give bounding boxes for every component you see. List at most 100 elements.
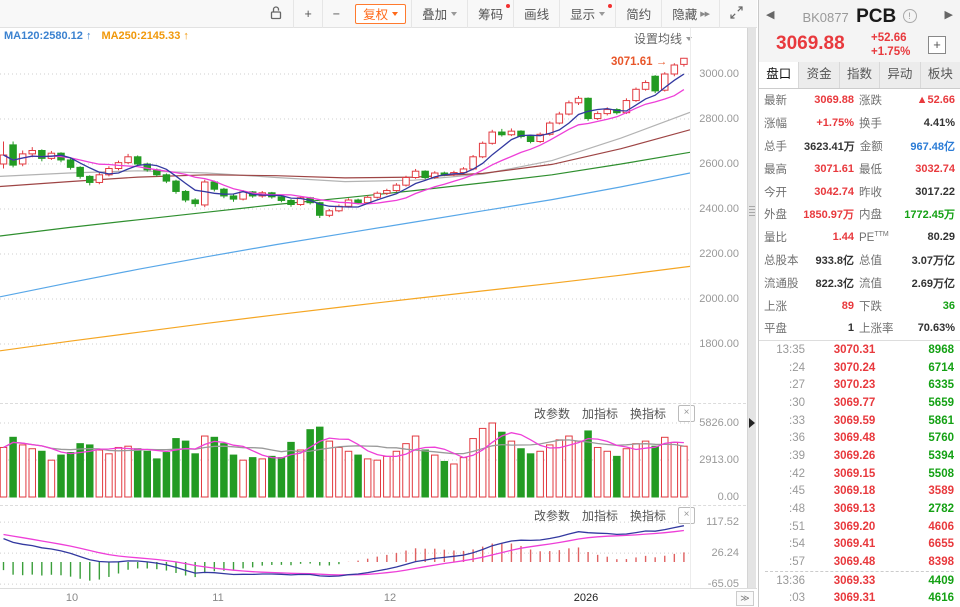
stat-value: ▲52.66 [916, 94, 955, 107]
toolbar-overlay-button[interactable]: 叠加 [411, 0, 467, 28]
tick-price: 3069.26 [833, 449, 876, 462]
candlestick-chart[interactable] [0, 28, 690, 403]
tab-盘口[interactable]: 盘口 [759, 62, 800, 88]
tick-time: :03 [789, 592, 805, 605]
stat-value: +1.75% [816, 117, 854, 130]
tick-volume: 6714 [928, 361, 954, 374]
collapse-arrow-icon[interactable] [749, 418, 755, 428]
tick-volume: 5861 [928, 414, 954, 427]
tick-time: :39 [789, 449, 805, 462]
tick-volume: 8968 [928, 343, 954, 356]
stat-label: 金额 [859, 140, 883, 153]
stat-label: 昨收 [859, 186, 882, 199]
tick-row: 13:35 3070.31 8968 [765, 341, 954, 359]
stat-row: 流通股 822.3亿 流值 2.69万亿 [764, 271, 955, 294]
scrollbar-grip[interactable] [749, 206, 755, 217]
tick-time: :30 [789, 396, 805, 409]
info-icon[interactable]: ! [902, 9, 917, 23]
volume-menu-item[interactable]: 换指标 [629, 407, 666, 421]
toolbar-label: 画线 [524, 8, 550, 22]
prev-stock-button[interactable]: ◀ [766, 9, 775, 21]
tick-volume: 4409 [928, 574, 954, 587]
panel-divider[interactable] [0, 403, 746, 404]
tick-price: 3070.31 [833, 343, 876, 356]
toolbar-fullscreen-button[interactable] [719, 0, 753, 28]
stat-row: 最新 3069.88 涨跌 ▲52.66 [764, 89, 955, 112]
more-data-button[interactable]: ≫ [736, 591, 754, 606]
price-axis-label: 2600.00 [699, 158, 739, 170]
tick-row: :24 3070.24 6714 [765, 359, 954, 377]
tick-list: 13:35 3070.31 8968:24 3070.24 6714:27 3070.23… [759, 341, 960, 607]
chart-scrollbar[interactable] [747, 28, 756, 588]
macd-menu-item[interactable]: 加指标 [581, 509, 618, 523]
tab-板块[interactable]: 板块 [927, 67, 953, 81]
tick-volume: 3589 [928, 485, 954, 498]
stat-value: 933.8亿 [815, 254, 854, 267]
tick-price: 3069.31 [833, 592, 876, 605]
tick-row: :30 3069.77 5659 [765, 394, 954, 412]
stat-label: 最低 [859, 163, 882, 176]
toolbar-zoom-out-button[interactable]: − [321, 0, 350, 28]
price-axis-label: 1800.00 [699, 338, 739, 350]
tab-指数[interactable]: 指数 [840, 62, 881, 88]
stat-value: 1772.45万 [904, 209, 955, 222]
toolbar-drawline-button[interactable]: 画线 [513, 0, 559, 28]
tick-time: 13:36 [776, 574, 805, 587]
stat-row: 平盘 1 上涨率 70.63% [764, 317, 955, 340]
last-high-callout: 3071.61 → [611, 56, 668, 68]
tick-row: 13:36 3069.33 4409 [765, 570, 954, 590]
tick-price: 3069.77 [833, 396, 876, 409]
stat-label: 涨幅 [764, 118, 787, 131]
toolbar-label: 叠加 [422, 8, 448, 22]
ma-settings-menu[interactable]: 设置均线 [634, 30, 693, 47]
panel-divider[interactable] [0, 505, 746, 506]
volume-panel-menu: 改参数 加指标 换指标 × [534, 405, 695, 422]
tick-time: :42 [789, 467, 805, 480]
tab-异动[interactable]: 异动 [880, 62, 921, 88]
tick-price: 3069.41 [833, 538, 876, 551]
stat-label: 涨跌 [859, 95, 882, 108]
stat-label: 总值 [859, 254, 882, 267]
macd-menu-item[interactable]: 改参数 [533, 509, 570, 523]
ma120-blue [0, 172, 690, 298]
toolbar-adjust-button[interactable]: 复权 [355, 3, 407, 24]
change-percent: +1.75% [871, 46, 911, 58]
stat-row: 量比 1.44 PETTM 80.29 [764, 226, 955, 249]
toolbar-simple-button[interactable]: 简约 [615, 0, 661, 28]
tab-资金[interactable]: 资金 [799, 62, 840, 88]
stat-row: 外盘 1850.97万 内盘 1772.45万 [764, 203, 955, 226]
volume-menu-item[interactable]: 改参数 [533, 407, 570, 421]
ma-settings-label: 设置均线 [634, 32, 683, 46]
time-axis-label: 11 [212, 592, 224, 604]
toolbar-chips-button[interactable]: 筹码 [467, 0, 513, 28]
price-axis-label: 2200.00 [699, 248, 739, 260]
chevron-down-icon [599, 11, 606, 16]
toolbar-hide-button[interactable]: 隐藏 ▶▶ [661, 0, 719, 28]
change-value: +52.66 [871, 32, 907, 44]
stat-row: 今开 3042.74 昨收 3017.22 [764, 180, 955, 203]
volume-menu-item[interactable]: 加指标 [581, 407, 618, 421]
stat-label: 上涨 [764, 300, 787, 313]
toolbar-zoom-in-button[interactable]: + [293, 0, 321, 28]
toolbar-lock-button[interactable] [259, 0, 293, 28]
chart-toolbar: + − 复权 叠加 筹码 画线 显示 简约 隐藏 ▶▶ [0, 0, 757, 28]
volume-chart[interactable] [0, 403, 690, 503]
stat-value: 3017.22 [915, 185, 955, 198]
add-to-watchlist-button[interactable]: + [928, 36, 946, 54]
tick-row: :54 3069.41 6655 [765, 536, 954, 554]
tick-time: 13:35 [776, 343, 805, 356]
chevron-down-icon [451, 11, 458, 16]
macd-chart[interactable] [0, 505, 690, 588]
tick-time: :54 [789, 538, 805, 551]
chevron-down-icon [392, 11, 399, 16]
toolbar-label: 隐藏 [672, 8, 698, 22]
macd-menu-item[interactable]: 换指标 [629, 509, 666, 523]
notification-dot [608, 3, 613, 8]
next-stock-button[interactable]: ▶ [944, 9, 953, 21]
tick-row: :42 3069.15 5508 [765, 465, 954, 483]
stat-value: 3032.74 [915, 162, 955, 175]
stock-code: BK0877 [802, 10, 849, 25]
quote-tabs: 盘口 资金 指数 异动 板块 [759, 62, 960, 89]
toolbar-display-button[interactable]: 显示 [559, 0, 615, 28]
stat-value: 822.3亿 [815, 277, 854, 290]
